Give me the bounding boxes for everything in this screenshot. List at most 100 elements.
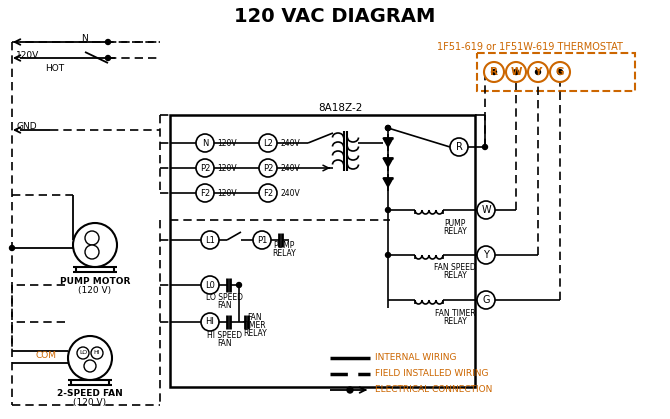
Text: ELECTRICAL CONNECTION: ELECTRICAL CONNECTION [375,385,492,395]
Text: 1F51-619 or 1F51W-619 THERMOSTAT: 1F51-619 or 1F51W-619 THERMOSTAT [437,42,623,52]
Text: F2: F2 [263,189,273,197]
Text: W: W [481,205,491,215]
Circle shape [9,246,15,251]
Text: Y: Y [534,67,541,77]
Circle shape [477,201,495,219]
Circle shape [347,387,353,393]
Text: FAN TIMER: FAN TIMER [435,308,475,318]
Text: 120 VAC DIAGRAM: 120 VAC DIAGRAM [234,7,436,26]
Circle shape [91,347,103,359]
Circle shape [385,126,391,130]
Text: G: G [482,295,490,305]
Circle shape [550,62,570,82]
Circle shape [85,245,99,259]
Circle shape [385,126,391,130]
Text: PUMP: PUMP [444,218,466,228]
Text: 240V: 240V [280,139,300,147]
Text: PUMP MOTOR: PUMP MOTOR [60,277,130,285]
Text: RELAY: RELAY [443,316,467,326]
Text: Y: Y [483,250,489,260]
Text: FAN: FAN [218,339,232,347]
Text: 8A18Z-2: 8A18Z-2 [318,103,362,113]
Text: GND: GND [17,122,38,130]
Bar [477,53,635,91]
Circle shape [259,159,277,177]
Text: HI SPEED: HI SPEED [208,331,243,339]
Text: P1: P1 [257,235,267,245]
Circle shape [84,360,96,372]
Circle shape [528,62,548,82]
Text: N: N [202,139,208,147]
Circle shape [482,145,488,150]
Circle shape [237,282,241,287]
Text: 120V: 120V [217,139,237,147]
Circle shape [196,184,214,202]
Text: LO SPEED: LO SPEED [206,292,243,302]
Text: L0: L0 [205,280,215,290]
Text: RELAY: RELAY [272,248,296,258]
Circle shape [477,291,495,309]
Circle shape [68,336,112,380]
Circle shape [201,231,219,249]
Circle shape [85,231,99,245]
Circle shape [450,138,468,156]
Text: L2: L2 [263,139,273,147]
Text: N: N [82,34,88,42]
Circle shape [477,246,495,264]
Text: INTERNAL WIRING: INTERNAL WIRING [375,354,456,362]
Circle shape [513,70,519,75]
Text: P2: P2 [263,163,273,173]
Text: TIMER: TIMER [243,321,267,329]
Text: FIELD INSTALLED WIRING: FIELD INSTALLED WIRING [375,370,488,378]
Text: R: R [490,67,498,77]
Circle shape [259,134,277,152]
Text: LO: LO [79,351,87,355]
Polygon shape [383,158,393,167]
Circle shape [105,39,111,44]
Circle shape [492,70,496,75]
Text: (120 V): (120 V) [74,398,107,408]
Polygon shape [383,178,393,187]
Text: L1: L1 [205,235,215,245]
Text: P2: P2 [200,163,210,173]
Text: RELAY: RELAY [243,328,267,337]
Polygon shape [383,138,393,147]
Circle shape [196,134,214,152]
Text: G: G [555,67,564,77]
Text: FAN: FAN [248,313,263,321]
Text: HOT: HOT [46,64,64,72]
Text: FAN SPEED: FAN SPEED [434,264,476,272]
Circle shape [105,55,111,60]
Circle shape [77,347,89,359]
Text: RELAY: RELAY [443,227,467,235]
Text: 120V: 120V [16,51,40,59]
Circle shape [253,231,271,249]
Text: 240V: 240V [280,189,300,197]
Text: 2-SPEED FAN: 2-SPEED FAN [57,390,123,398]
Text: COM: COM [36,351,56,360]
Text: 120V: 120V [217,189,237,197]
Bar [170,115,475,387]
Circle shape [201,276,219,294]
Text: 240V: 240V [280,163,300,173]
Circle shape [385,207,391,212]
Circle shape [484,62,504,82]
Text: HI: HI [206,318,214,326]
Text: R: R [456,142,462,152]
Circle shape [259,184,277,202]
Circle shape [535,70,541,75]
Text: (120 V): (120 V) [78,285,112,295]
Circle shape [73,223,117,267]
Circle shape [385,253,391,258]
Text: FAN: FAN [218,300,232,310]
Text: F2: F2 [200,189,210,197]
Circle shape [196,159,214,177]
Circle shape [557,70,563,75]
Text: HI: HI [94,351,100,355]
Text: 120V: 120V [217,163,237,173]
Circle shape [506,62,526,82]
Circle shape [201,313,219,331]
Text: RELAY: RELAY [443,272,467,280]
Text: PUMP: PUMP [273,241,295,249]
Text: W: W [511,67,522,77]
